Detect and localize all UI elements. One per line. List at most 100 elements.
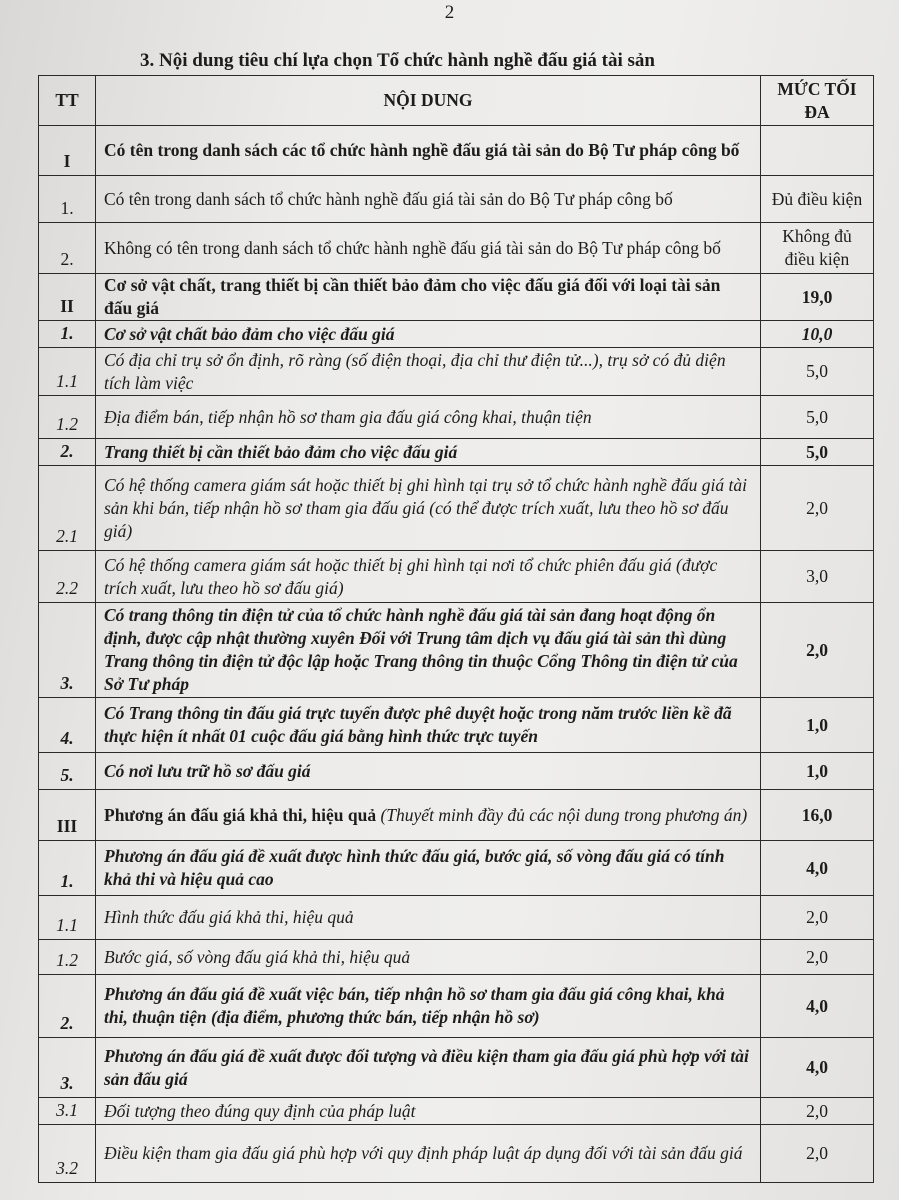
content-text: Hình thức đấu giá khả thi, hiệu quả bbox=[104, 907, 354, 927]
row-content: Có trang thông tin điện tử của tổ chức h… bbox=[95, 602, 761, 698]
section-title: 3. Nội dung tiêu chí lựa chọn Tổ chức hà… bbox=[140, 50, 655, 71]
row-max-score: 5,0 bbox=[760, 347, 874, 396]
table-row: 2. Phương án đấu giá đề xuất việc bán, ti… bbox=[38, 974, 874, 1038]
row-content: Phương án đấu giá đề xuất được đối tượng… bbox=[95, 1037, 761, 1098]
content-text: Địa điểm bán, tiếp nhận hồ sơ tham gia đ… bbox=[104, 406, 592, 427]
row-content: Trang thiết bị cần thiết bảo đảm cho việ… bbox=[95, 438, 761, 466]
row-max-score: 4,0 bbox=[760, 1037, 874, 1098]
table-row: 1.2 Địa điểm bán, tiếp nhận hồ sơ tham gi… bbox=[38, 395, 874, 439]
row-max-score: 10,0 bbox=[760, 320, 874, 348]
content-text: Cơ sở vật chất bảo đảm cho việc đấu giá bbox=[104, 323, 395, 344]
row-number: 2. bbox=[38, 974, 96, 1038]
row-number: 2.1 bbox=[38, 465, 96, 551]
content-text: Phương án đấu giá đề xuất việc bán, tiếp… bbox=[104, 984, 725, 1027]
row-number: 5. bbox=[38, 752, 96, 790]
row-number: 2. bbox=[38, 222, 96, 274]
content-text: Có hệ thống camera giám sát hoặc thiết b… bbox=[104, 554, 718, 598]
content-text: Có hệ thống camera giám sát hoặc thiết b… bbox=[104, 474, 748, 541]
row-max-score: 16,0 bbox=[760, 789, 874, 841]
content-text: Đối tượng theo đúng quy định của pháp lu… bbox=[104, 1100, 416, 1121]
page-number: 2 bbox=[444, 2, 455, 23]
table-row: 3. Có trang thông tin điện tử của tổ chức… bbox=[38, 602, 874, 698]
table-row: 4. Có Trang thông tin đấu giá trực tuyến … bbox=[38, 697, 874, 753]
content-text: Có Trang thông tin đấu giá trực tuyến đư… bbox=[104, 703, 732, 746]
header-content: NỘI DUNG bbox=[95, 75, 761, 126]
content-text: Có tên trong danh sách các tổ chức hành … bbox=[104, 140, 740, 160]
row-number: 1. bbox=[38, 840, 96, 896]
content-text: Bước giá, số vòng đấu giá khả thi, hiệu … bbox=[104, 946, 411, 967]
content-text: Phương án đấu giá đề xuất được đối tượng… bbox=[104, 1045, 749, 1089]
row-content: Cơ sở vật chất bảo đảm cho việc đấu giá bbox=[95, 320, 761, 348]
row-number: 1. bbox=[38, 320, 96, 348]
row-max-score: 1,0 bbox=[760, 697, 874, 753]
table-row: 1.1 Hình thức đấu giá khả thi, hiệu quả 2,… bbox=[38, 895, 874, 940]
criteria-table: TT NỘI DUNG MỨC TỐI ĐA I Có tên trong dan… bbox=[38, 75, 874, 1183]
content-text: Có nơi lưu trữ hồ sơ đấu giá bbox=[104, 760, 311, 781]
row-content: Có nơi lưu trữ hồ sơ đấu giá bbox=[95, 752, 761, 790]
table-row: III Phương án đấu giá khả thi, hiệu quả (… bbox=[38, 789, 874, 841]
content-text: Không có tên trong danh sách tổ chức hàn… bbox=[104, 237, 721, 258]
table-row: 3.2 Điều kiện tham gia đấu giá phù hợp vớ… bbox=[38, 1124, 874, 1183]
row-content: Hình thức đấu giá khả thi, hiệu quả bbox=[95, 895, 761, 940]
row-number: II bbox=[38, 273, 96, 321]
row-number: I bbox=[38, 125, 96, 176]
content-text: Điều kiện tham gia đấu giá phù hợp với q… bbox=[104, 1143, 743, 1163]
row-max-score: 4,0 bbox=[760, 840, 874, 896]
row-content: Điều kiện tham gia đấu giá phù hợp với q… bbox=[95, 1124, 761, 1183]
row-number: 3.1 bbox=[38, 1097, 96, 1125]
row-number: 1.2 bbox=[38, 395, 96, 439]
table-row: 3.1 Đối tượng theo đúng quy định của pháp… bbox=[38, 1097, 874, 1125]
table-row: 1. Phương án đấu giá đề xuất được hình th… bbox=[38, 840, 874, 896]
table-header-row: TT NỘI DUNG MỨC TỐI ĐA bbox=[38, 75, 874, 126]
row-content: Đối tượng theo đúng quy định của pháp lu… bbox=[95, 1097, 761, 1125]
row-content: Không có tên trong danh sách tổ chức hàn… bbox=[95, 222, 761, 274]
row-content: Có hệ thống camera giám sát hoặc thiết b… bbox=[95, 550, 761, 603]
table-row: 2.2 Có hệ thống camera giám sát hoặc thiế… bbox=[38, 550, 874, 603]
row-content: Phương án đấu giá đề xuất được hình thức… bbox=[95, 840, 761, 896]
row-number: 1.1 bbox=[38, 895, 96, 940]
row-max-score: 2,0 bbox=[760, 895, 874, 940]
table-row: 2. Không có tên trong danh sách tổ chức h… bbox=[38, 222, 874, 274]
table-row: 1. Cơ sở vật chất bảo đảm cho việc đấu gi… bbox=[38, 320, 874, 348]
header-max-score: MỨC TỐI ĐA bbox=[760, 75, 874, 126]
row-max-score: 1,0 bbox=[760, 752, 874, 790]
row-max-score: 3,0 bbox=[760, 550, 874, 603]
row-content: Có Trang thông tin đấu giá trực tuyến đư… bbox=[95, 697, 761, 753]
row-content: Địa điểm bán, tiếp nhận hồ sơ tham gia đ… bbox=[95, 395, 761, 439]
content-text: Có trang thông tin điện tử của tổ chức h… bbox=[104, 605, 738, 694]
row-max-score: 2,0 bbox=[760, 602, 874, 698]
row-content: Bước giá, số vòng đấu giá khả thi, hiệu … bbox=[95, 939, 761, 975]
row-number: III bbox=[38, 789, 96, 841]
row-number: 4. bbox=[38, 697, 96, 753]
row-number: 2.2 bbox=[38, 550, 96, 603]
row-number: 1.1 bbox=[38, 347, 96, 396]
row-number: 1. bbox=[38, 175, 96, 223]
table-row: 2. Trang thiết bị cần thiết bảo đảm cho v… bbox=[38, 438, 874, 466]
row-max-score: Đủ điều kiện bbox=[760, 175, 874, 223]
row-content: Cơ sở vật chất, trang thiết bị cần thiết… bbox=[95, 273, 761, 321]
row-number: 2. bbox=[38, 438, 96, 466]
row-number: 1.2 bbox=[38, 939, 96, 975]
content-text: Phương án đấu giá đề xuất được hình thức… bbox=[104, 846, 725, 889]
content-text: Có địa chỉ trụ sở ổn định, rõ ràng (số đ… bbox=[104, 349, 726, 393]
row-content: Có địa chỉ trụ sở ổn định, rõ ràng (số đ… bbox=[95, 347, 761, 396]
table-row: 5. Có nơi lưu trữ hồ sơ đấu giá 1,0 bbox=[38, 752, 874, 790]
row-max-score: 5,0 bbox=[760, 438, 874, 466]
row-max-score: Không đủ điều kiện bbox=[760, 222, 874, 274]
table-row: 2.1 Có hệ thống camera giám sát hoặc thiế… bbox=[38, 465, 874, 551]
row-content: Có tên trong danh sách tổ chức hành nghề… bbox=[95, 175, 761, 223]
content-note: (Thuyết minh đầy đủ các nội dung trong p… bbox=[380, 804, 748, 825]
table-row: 1.1 Có địa chỉ trụ sở ổn định, rõ ràng (s… bbox=[38, 347, 874, 396]
row-content: Có tên trong danh sách các tổ chức hành … bbox=[95, 125, 761, 176]
row-number: 3.2 bbox=[38, 1124, 96, 1183]
table-row: I Có tên trong danh sách các tổ chức hành… bbox=[38, 125, 874, 176]
row-content: Phương án đấu giá đề xuất việc bán, tiếp… bbox=[95, 974, 761, 1038]
row-max-score bbox=[760, 125, 874, 176]
table-row: 3. Phương án đấu giá đề xuất được đối tượ… bbox=[38, 1037, 874, 1098]
row-max-score: 2,0 bbox=[760, 939, 874, 975]
row-max-score: 2,0 bbox=[760, 1124, 874, 1183]
row-max-score: 2,0 bbox=[760, 1097, 874, 1125]
row-max-score: 4,0 bbox=[760, 974, 874, 1038]
table-row: 1. Có tên trong danh sách tổ chức hành ng… bbox=[38, 175, 874, 223]
content-text: Cơ sở vật chất, trang thiết bị cần thiết… bbox=[104, 275, 721, 318]
